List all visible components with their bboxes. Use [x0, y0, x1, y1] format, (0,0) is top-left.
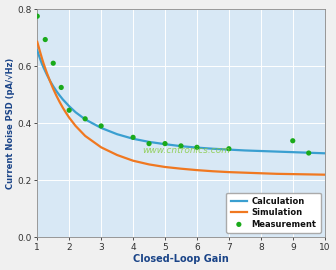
Measurement	[130, 135, 136, 140]
Simulation	[131, 159, 135, 162]
Calculation	[195, 146, 199, 149]
Simulation	[57, 100, 61, 104]
Simulation	[147, 163, 151, 166]
Simulation	[38, 52, 42, 55]
Simulation	[307, 173, 311, 176]
Calculation	[51, 85, 55, 88]
Simulation	[74, 124, 78, 127]
Calculation	[45, 73, 49, 76]
Measurement	[290, 139, 295, 143]
Measurement	[226, 147, 232, 151]
Simulation	[291, 173, 295, 176]
Measurement	[82, 117, 88, 121]
Calculation	[211, 147, 215, 150]
Calculation	[74, 111, 78, 114]
Simulation	[45, 71, 49, 75]
Calculation	[40, 62, 44, 66]
Simulation	[37, 46, 41, 49]
Simulation	[67, 116, 71, 119]
Calculation	[99, 126, 103, 130]
Simulation	[42, 62, 46, 65]
Text: www.cntronics.com: www.cntronics.com	[143, 146, 231, 155]
Line: Simulation: Simulation	[37, 42, 325, 175]
Calculation	[227, 148, 231, 151]
Measurement	[58, 85, 64, 90]
Measurement	[98, 124, 104, 128]
Measurement	[162, 141, 168, 146]
Simulation	[211, 170, 215, 173]
Measurement	[50, 61, 56, 65]
X-axis label: Closed-Loop Gain: Closed-Loop Gain	[133, 254, 229, 264]
Simulation	[259, 172, 263, 175]
Y-axis label: Current Noise PSD (pA/√Hz): Current Noise PSD (pA/√Hz)	[6, 58, 14, 189]
Calculation	[64, 101, 68, 104]
Calculation	[275, 150, 279, 153]
Calculation	[42, 66, 46, 69]
Simulation	[51, 87, 55, 90]
Calculation	[54, 90, 58, 93]
Legend: Calculation, Simulation, Measurement: Calculation, Simulation, Measurement	[226, 193, 321, 233]
Simulation	[227, 170, 231, 174]
Simulation	[40, 57, 44, 60]
Simulation	[99, 146, 103, 149]
Measurement	[306, 151, 311, 155]
Simulation	[48, 80, 52, 83]
Calculation	[291, 151, 295, 154]
Simulation	[64, 111, 68, 114]
Simulation	[275, 172, 279, 176]
Simulation	[243, 171, 247, 174]
Calculation	[37, 54, 41, 57]
Calculation	[115, 133, 119, 136]
Calculation	[35, 49, 39, 52]
Calculation	[259, 149, 263, 153]
Simulation	[54, 94, 58, 97]
Calculation	[243, 149, 247, 152]
Simulation	[179, 167, 183, 170]
Calculation	[307, 151, 311, 154]
Measurement	[67, 108, 72, 112]
Calculation	[61, 98, 65, 101]
Simulation	[323, 173, 327, 176]
Calculation	[163, 143, 167, 146]
Calculation	[323, 152, 327, 155]
Line: Calculation: Calculation	[37, 50, 325, 153]
Calculation	[83, 118, 87, 121]
Calculation	[48, 79, 52, 83]
Measurement	[35, 14, 40, 18]
Simulation	[83, 134, 87, 137]
Calculation	[57, 94, 61, 97]
Measurement	[146, 141, 152, 146]
Calculation	[147, 140, 151, 144]
Simulation	[61, 106, 65, 109]
Calculation	[38, 58, 42, 61]
Measurement	[194, 145, 200, 150]
Calculation	[67, 105, 71, 108]
Simulation	[115, 153, 119, 157]
Calculation	[179, 144, 183, 148]
Simulation	[163, 165, 167, 168]
Measurement	[43, 38, 48, 42]
Measurement	[178, 144, 184, 148]
Simulation	[35, 40, 39, 43]
Calculation	[131, 137, 135, 140]
Simulation	[195, 168, 199, 172]
